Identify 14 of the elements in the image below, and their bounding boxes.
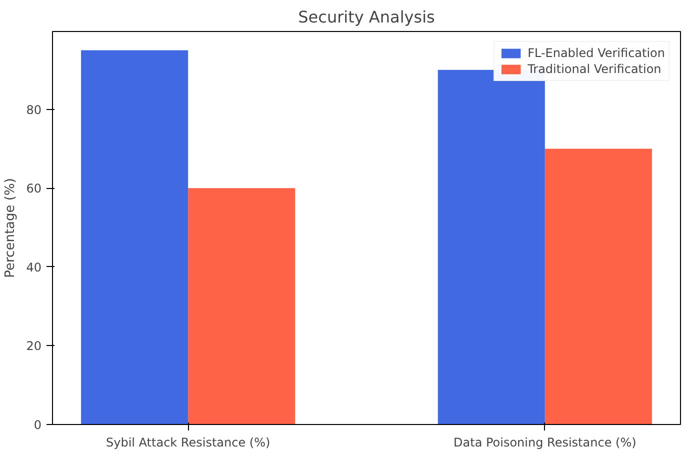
y-tick-label: 40 <box>26 260 42 274</box>
legend-label: FL-Enabled Verification <box>528 46 665 60</box>
y-tick-label: 80 <box>26 102 42 117</box>
legend-label: Traditional Verification <box>528 62 662 76</box>
bar <box>544 148 652 424</box>
y-axis-title: Percentage (%) <box>3 178 18 278</box>
y-tick-label: 60 <box>26 182 42 196</box>
x-tick-label: Data Poisoning Resistance (%) <box>454 436 636 450</box>
bar <box>188 188 296 424</box>
y-tick-label: 0 <box>34 418 42 432</box>
bar <box>81 50 188 424</box>
x-tick-label: Sybil Attack Resistance (%) <box>106 436 270 450</box>
y-tick-label: 20 <box>26 339 42 354</box>
chart-title: Security Analysis <box>298 8 435 26</box>
